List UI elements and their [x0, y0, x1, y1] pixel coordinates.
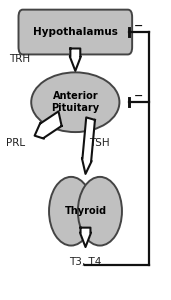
Text: TRH: TRH: [9, 54, 30, 64]
Text: Anterior
Pituitary: Anterior Pituitary: [51, 92, 99, 113]
Text: −: −: [134, 91, 144, 101]
Text: −: −: [134, 20, 144, 31]
Ellipse shape: [31, 72, 119, 132]
Polygon shape: [82, 117, 95, 174]
Text: TSH: TSH: [89, 137, 109, 148]
Text: Thyroid: Thyroid: [64, 206, 107, 216]
Ellipse shape: [78, 177, 122, 246]
Polygon shape: [70, 49, 81, 71]
Polygon shape: [35, 111, 62, 139]
Text: PRL: PRL: [6, 137, 25, 148]
Ellipse shape: [49, 177, 93, 246]
Text: Hypothalamus: Hypothalamus: [33, 27, 118, 37]
FancyBboxPatch shape: [18, 10, 132, 54]
Text: T3, T4: T3, T4: [69, 257, 102, 267]
Polygon shape: [80, 228, 91, 247]
